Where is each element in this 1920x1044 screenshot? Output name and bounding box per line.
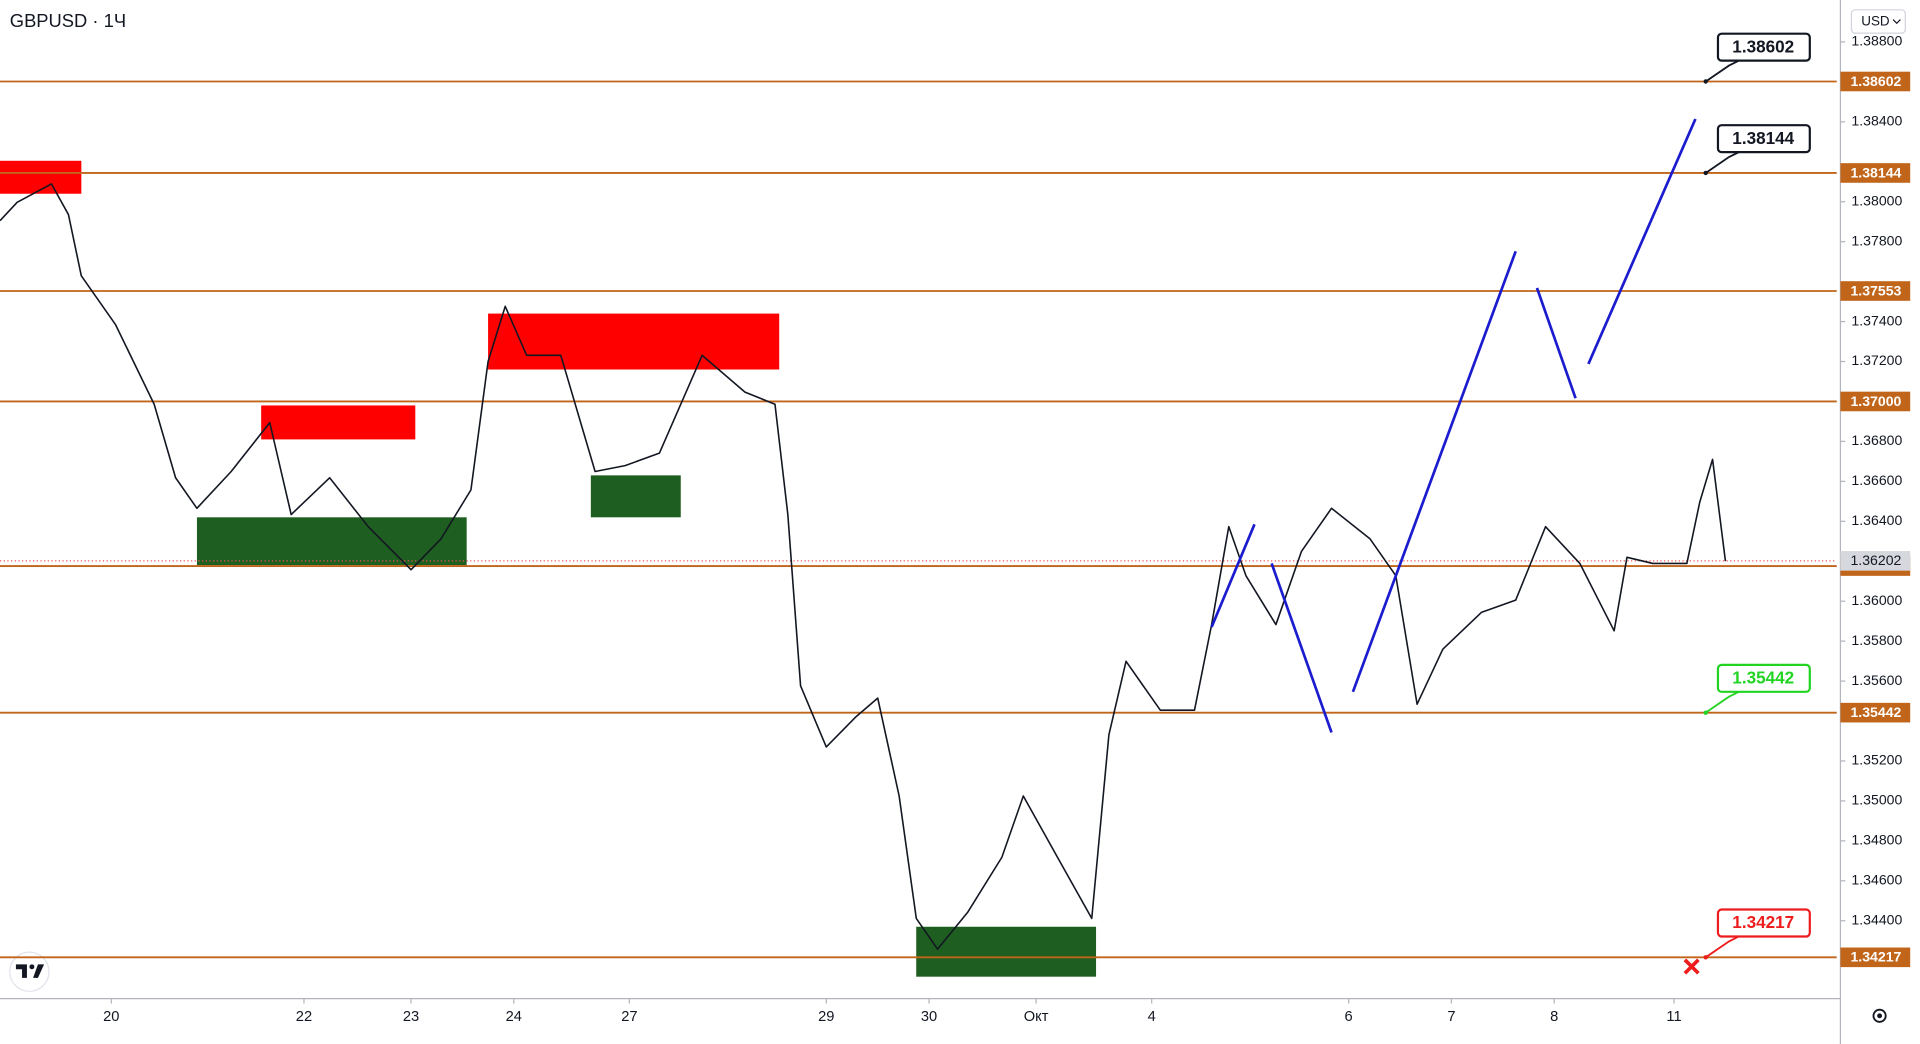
level-axis-label: 1.34217 [1850,949,1901,965]
callout-box [1716,908,1811,938]
x-tick-label: 11 [1666,1009,1681,1025]
zone [196,517,467,566]
y-tick-label: 1.38000 [1851,192,1902,208]
level-axis-box [1840,702,1911,723]
zone [0,160,82,194]
callout-label: 1.38144 [1732,128,1794,148]
x-tick-label: 4 [1148,1009,1156,1025]
y-tick-label: 1.35800 [1851,632,1902,648]
level-axis-label: 1.37000 [1850,393,1901,409]
x-tick-label: 6 [1345,1009,1353,1025]
currency-label[interactable]: USD [1861,14,1890,29]
price-callout: 1.35442 [1703,663,1811,715]
x-tick-label: 30 [921,1009,937,1025]
level-axis-box [1840,281,1911,301]
y-tick-label: 1.35000 [1851,792,1902,808]
y-tick-label: 1.37400 [1851,312,1902,328]
x-tick-label: 7 [1447,1009,1455,1025]
callout-pointer [1705,690,1740,714]
y-tick-label: 1.36400 [1851,512,1902,528]
level-axis-label: 1.38144 [1850,164,1901,180]
y-tick-label: 1.37200 [1851,352,1902,368]
currency-caret[interactable] [1892,19,1901,25]
y-tick-label: 1.34800 [1851,832,1902,848]
y-tick-label: 1.34400 [1851,911,1902,927]
y-tick-label: 1.36800 [1851,432,1902,448]
level-axis-box [1840,947,1911,968]
callout-label: 1.34217 [1732,912,1794,932]
callout-label: 1.35442 [1732,667,1794,687]
level-axis-box [1840,71,1911,92]
price-callout: 1.38144 [1703,124,1811,176]
callout-box [1716,663,1811,693]
last-price-label: 1.36202 [1850,552,1901,568]
y-tick-label: 1.36000 [1851,592,1902,608]
level-axis-box [1840,391,1911,412]
callout-pointer [1705,151,1740,174]
callout-box [1716,124,1811,154]
zone [261,405,416,440]
price-line [0,183,1727,950]
zone [488,313,780,370]
x-tick-label: 22 [296,1009,312,1025]
x-tick-label: 27 [621,1009,637,1025]
callout-box [1716,32,1811,62]
x-tick-label: 24 [506,1009,522,1025]
callout-pointer [1705,935,1740,959]
level-axis-label: 1.38602 [1850,73,1901,89]
x-tick-label: 20 [103,1009,119,1025]
y-tick-label: 1.34600 [1851,872,1902,888]
last-price-box [1840,551,1911,571]
tv-logo [9,951,50,992]
price-callout: 1.34217 [1683,908,1811,975]
y-tick-label: 1.35200 [1851,752,1902,768]
zone [590,475,681,518]
level-axis-box [1840,163,1911,183]
x-tick-label: 8 [1550,1009,1558,1025]
symbol-title: GBPUSD · 1Ч [10,10,126,31]
level-axis-label: 1.35442 [1850,704,1901,720]
x-tick-label: 29 [818,1009,834,1025]
y-tick-label: 1.37800 [1851,232,1902,248]
x-tick-label: 23 [403,1009,419,1025]
callout-cross [1683,958,1700,975]
y-tick-label: 1.35600 [1851,672,1902,688]
currency-button[interactable] [1850,9,1906,34]
y-tick-label: 1.38400 [1851,113,1902,129]
callout-label: 1.38602 [1732,36,1794,56]
projection-line [1210,118,1697,733]
level-axis-label: 1.37553 [1850,282,1901,298]
callout-pointer [1705,59,1740,83]
x-tick-label: Окт [1024,1009,1049,1025]
price-callout: 1.38602 [1703,32,1811,84]
y-tick-label: 1.38800 [1851,33,1902,49]
y-tick-label: 1.36600 [1851,472,1902,488]
zone [916,926,1097,977]
settings-icon[interactable] [1872,1008,1887,1023]
